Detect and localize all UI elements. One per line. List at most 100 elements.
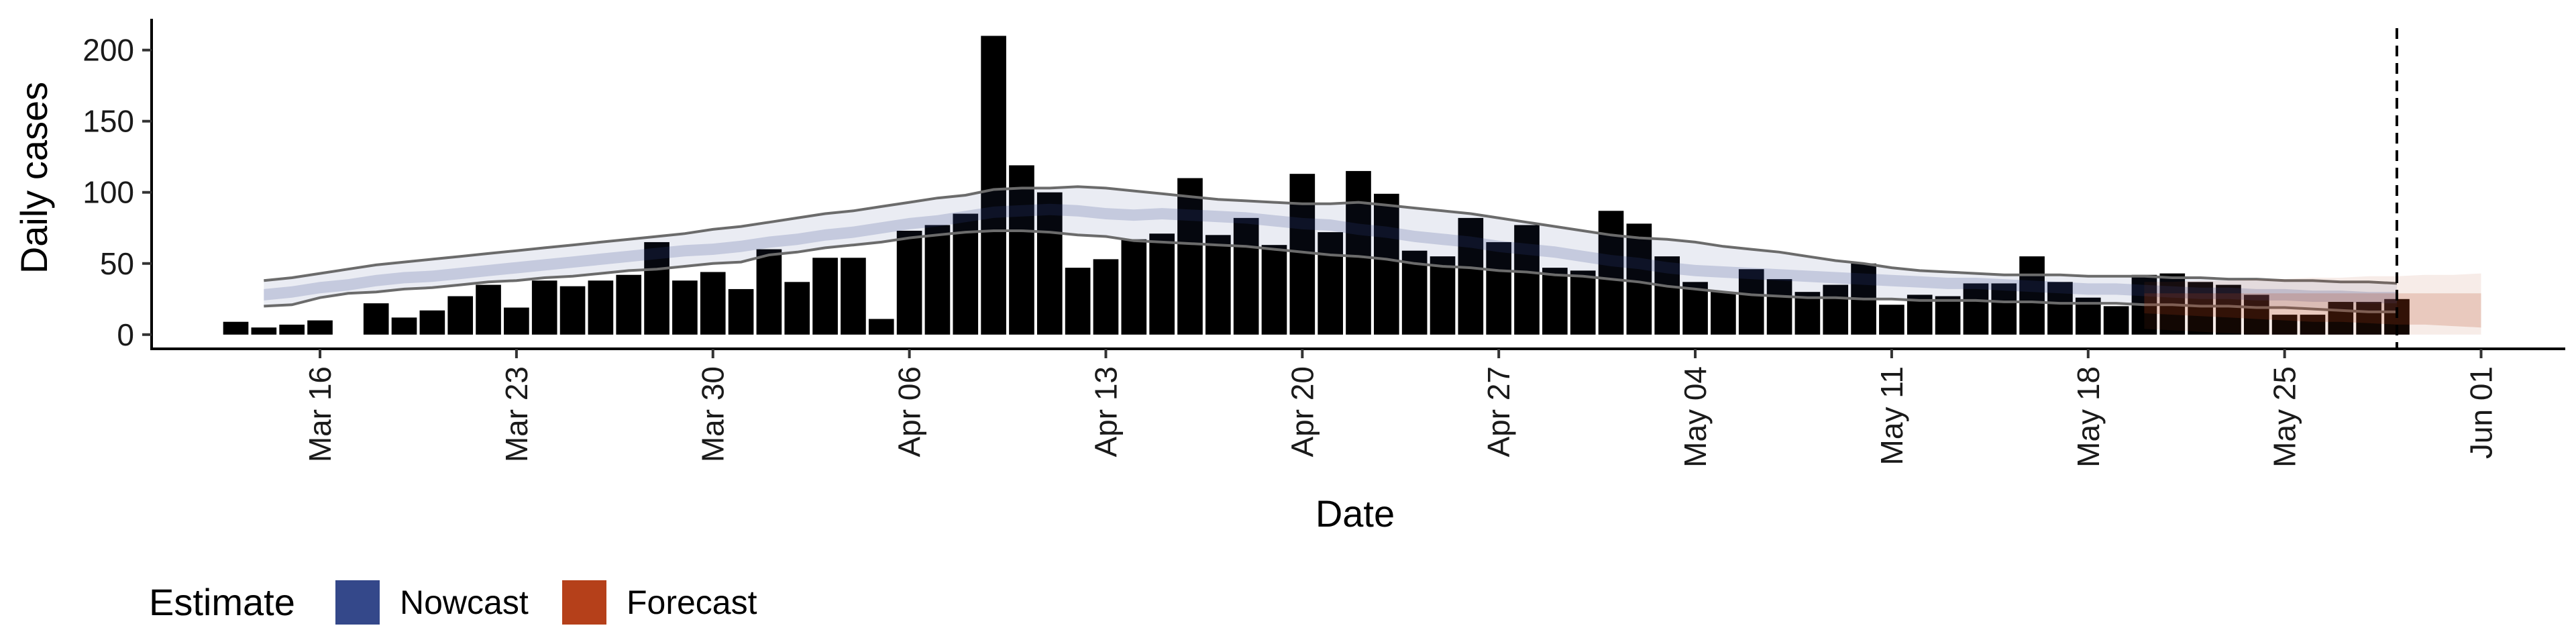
- x-tick-label: May 04: [1678, 366, 1713, 468]
- x-tick-label: May 11: [1874, 366, 1909, 465]
- legend-swatch-forecast: [562, 580, 606, 625]
- x-tick-label: Mar 30: [696, 366, 731, 462]
- y-axis-title: Daily cases: [13, 82, 55, 274]
- bar: [2188, 282, 2213, 335]
- bar: [1009, 165, 1034, 335]
- bar: [307, 320, 333, 335]
- bar: [728, 288, 754, 335]
- bar: [1654, 256, 1680, 335]
- bar: [672, 280, 698, 335]
- bar: [784, 282, 810, 335]
- bar: [812, 258, 838, 335]
- x-tick-label: Apr 20: [1285, 366, 1320, 458]
- y-tick-label: 50: [100, 246, 134, 281]
- x-tick-label: May 25: [2267, 366, 2302, 468]
- bar: [223, 321, 249, 335]
- bar: [1093, 259, 1119, 335]
- legend: Estimate Nowcast Forecast: [149, 580, 757, 625]
- bar: [559, 286, 586, 335]
- bar: [981, 36, 1006, 335]
- bar: [279, 324, 305, 335]
- bar: [588, 280, 614, 335]
- bar: [644, 241, 669, 335]
- nowcast-lower-line: [264, 229, 2397, 313]
- bar: [1598, 211, 1624, 335]
- plot-area: [223, 28, 2481, 349]
- bar: [616, 274, 642, 335]
- bar: [868, 319, 894, 335]
- bar: [1711, 292, 1736, 335]
- bar: [1626, 223, 1652, 335]
- bar: [251, 327, 277, 335]
- bar: [700, 272, 726, 335]
- x-tick-label: May 18: [2071, 366, 2106, 468]
- bar: [2328, 302, 2354, 335]
- bar: [756, 249, 782, 335]
- ribbons: [264, 185, 2481, 335]
- bar: [2019, 256, 2045, 335]
- x-axis-title: Date: [1316, 492, 1395, 535]
- forecast-inner-band: [2144, 293, 2481, 328]
- bar: [531, 280, 557, 335]
- bar: [1879, 305, 1904, 335]
- bar: [1318, 232, 1343, 335]
- bar: [1991, 283, 2017, 335]
- bar: [1514, 225, 1540, 335]
- bar: [841, 258, 866, 335]
- x-tick-label: Apr 27: [1481, 366, 1516, 458]
- y-tick-label: 200: [83, 33, 134, 68]
- bar: [447, 296, 474, 335]
- bar: [1738, 269, 1764, 335]
- bar: [1149, 233, 1175, 335]
- bar: [1205, 235, 1231, 335]
- bar: [2271, 315, 2298, 335]
- bar: [1823, 284, 1849, 335]
- legend-title: Estimate: [149, 581, 295, 623]
- bar: [476, 284, 501, 335]
- x-tick-label: Jun 01: [2464, 366, 2499, 459]
- legend-swatch-nowcast: [335, 580, 380, 625]
- bar: [1794, 292, 1821, 335]
- y-tick-label: 100: [83, 175, 134, 210]
- forecast-outer-band: [2144, 273, 2481, 335]
- bar: [1233, 217, 1259, 335]
- x-tick-label: Apr 06: [892, 366, 927, 458]
- bar: [1963, 283, 1989, 335]
- y-tick-label: 150: [83, 104, 134, 139]
- bar: [1374, 193, 1399, 335]
- bar: [2243, 294, 2269, 335]
- nowcast-inner-band: [264, 203, 2397, 304]
- bar: [2103, 306, 2129, 335]
- bar: [1036, 192, 1063, 335]
- bar: [1458, 217, 1484, 335]
- bar: [1346, 170, 1371, 335]
- x-tick-label: Mar 16: [303, 366, 337, 462]
- bar: [1935, 296, 1961, 335]
- bar: [1065, 268, 1091, 335]
- bar: [1766, 279, 1792, 335]
- bar: [363, 303, 389, 335]
- bar: [2356, 302, 2381, 335]
- bar: [896, 230, 922, 335]
- bars: [223, 36, 2410, 335]
- bar: [1542, 268, 1568, 335]
- x-tick-label: Mar 23: [499, 366, 534, 462]
- bar: [391, 317, 417, 335]
- legend-label-nowcast: Nowcast: [400, 584, 529, 621]
- bar: [1261, 245, 1287, 335]
- bar: [924, 225, 951, 335]
- y-tick-label: 0: [117, 317, 134, 352]
- bar: [1430, 256, 1456, 335]
- nowcast-upper-line: [264, 185, 2398, 285]
- axes: 0 50 100 150 200 Mar 16 Mar 23 Mar 30 Apr 06 Apr …: [83, 19, 2565, 468]
- x-tick-label: Apr 13: [1089, 366, 1124, 458]
- bar: [419, 310, 445, 335]
- bar: [504, 307, 529, 335]
- bar: [2300, 315, 2326, 335]
- bar: [1121, 239, 1147, 335]
- legend-label-forecast: Forecast: [627, 584, 757, 621]
- bar: [1486, 241, 1512, 335]
- bar: [2216, 284, 2241, 335]
- bar: [1177, 178, 1203, 335]
